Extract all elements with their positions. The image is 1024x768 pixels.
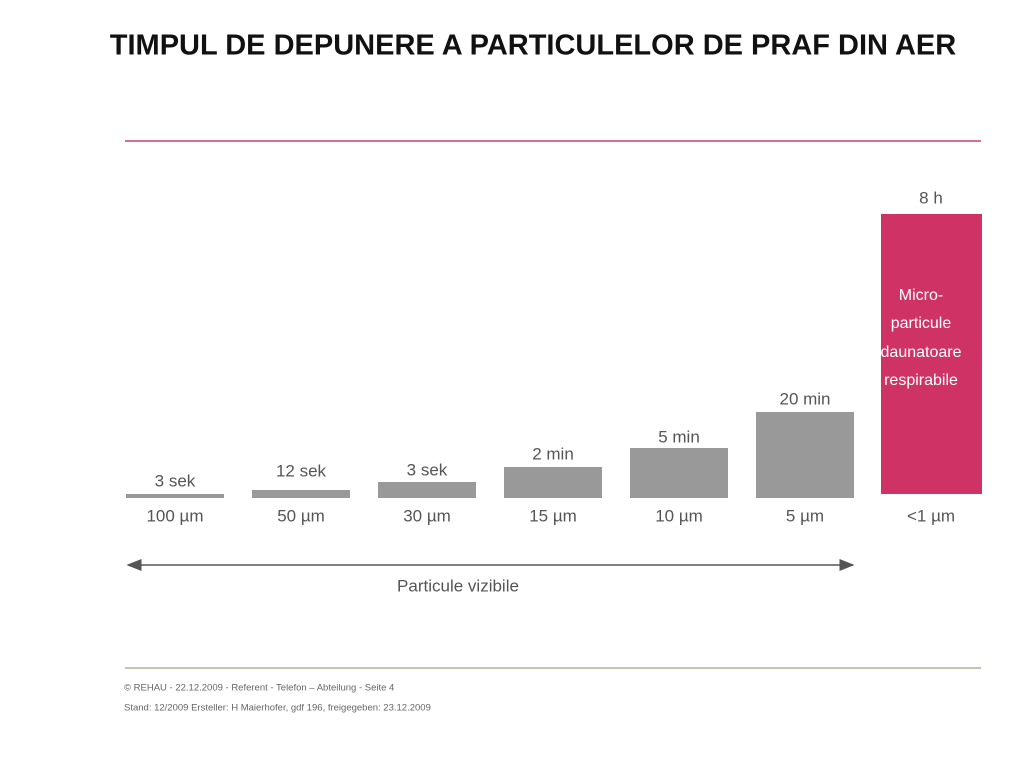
size-label: 5 µm	[786, 506, 824, 525]
bar	[504, 467, 602, 498]
highlight-bar	[881, 214, 982, 494]
time-label: 20 min	[779, 389, 830, 408]
footer-line: Stand: 12/2009 Ersteller: H Maierhofer, …	[124, 703, 431, 714]
size-label: 100 µm	[146, 506, 203, 525]
bar	[756, 412, 854, 498]
time-label: 8 h	[919, 188, 943, 207]
footer-line: © REHAU - 22.12.2009 - Referent - Telefo…	[124, 683, 394, 694]
bar	[252, 490, 350, 498]
bar	[378, 482, 476, 498]
highlight-text: respirabile	[884, 372, 958, 389]
time-label: 3 sek	[407, 460, 448, 479]
bar	[630, 448, 728, 498]
highlight-text: daunatoare	[881, 344, 962, 361]
bars	[126, 214, 982, 498]
size-label: <1 µm	[907, 506, 955, 525]
range-label: Particule vizibile	[397, 576, 519, 595]
size-label: 30 µm	[403, 506, 451, 525]
size-label: 50 µm	[277, 506, 325, 525]
time-label: 12 sek	[276, 461, 327, 480]
slide-title: TIMPUL DE DEPUNERE A PARTICULELOR DE PRA…	[110, 30, 956, 62]
size-label: 10 µm	[655, 506, 703, 525]
time-label: 3 sek	[155, 471, 196, 490]
time-label: 5 min	[658, 427, 700, 446]
time-label: 2 min	[532, 444, 574, 463]
size-label: 15 µm	[529, 506, 577, 525]
highlight-text: particule	[891, 315, 952, 332]
bar	[126, 494, 224, 498]
highlight-text: Micro-	[899, 287, 943, 304]
